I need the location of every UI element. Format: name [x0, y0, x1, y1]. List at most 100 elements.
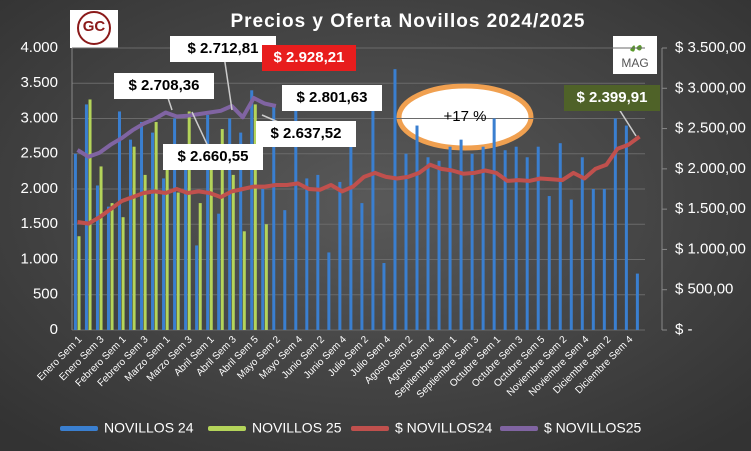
bar: [195, 245, 199, 330]
bar: [415, 125, 419, 330]
bar: [140, 122, 144, 331]
bar: [154, 122, 158, 331]
bar: [220, 129, 224, 330]
bar: [459, 139, 463, 330]
y-tick-label: 3.000: [20, 109, 58, 126]
bar: [514, 146, 518, 330]
bar: [228, 118, 232, 330]
bar: [360, 203, 364, 330]
bar: [198, 203, 202, 330]
y-tick-label: 2.500: [20, 145, 58, 162]
bar: [253, 104, 257, 331]
legend-swatch: [60, 426, 98, 431]
annotation-box: [170, 36, 276, 62]
y2-tick-label: $ 2.500,00: [675, 120, 746, 137]
bar: [272, 104, 276, 331]
callout-ellipse: [396, 83, 534, 151]
y-tick-label: 2.000: [20, 180, 58, 197]
bar: [426, 157, 430, 330]
bar: [382, 263, 386, 330]
chart-title: Precios y Oferta Novillos 2024/2025: [230, 11, 585, 32]
bar: [209, 153, 213, 330]
annotation-box: [262, 45, 356, 71]
legend-label: NOVILLOS 25: [252, 420, 342, 436]
bar: [404, 153, 408, 330]
line: [76, 96, 277, 159]
bar: [99, 166, 103, 330]
annotation: +17 %: [444, 108, 487, 125]
bar: [470, 153, 474, 330]
bar: [176, 192, 180, 330]
bar: [602, 189, 606, 330]
logo-box: [613, 36, 657, 74]
bar: [239, 132, 243, 330]
bar: [371, 90, 375, 330]
bar: [525, 157, 529, 330]
bar: [492, 118, 496, 330]
legend-swatch: [500, 426, 538, 431]
bar: [327, 252, 331, 330]
bar: [547, 196, 551, 330]
bar: [206, 114, 210, 330]
annotation: $ 2.928,21: [274, 49, 345, 66]
logo-ring: [77, 11, 111, 45]
bar: [106, 206, 110, 330]
y-tick-label: 1.000: [20, 250, 58, 267]
bar: [569, 199, 573, 330]
bar: [624, 125, 628, 330]
y2-tick-label: $ 2.000,00: [675, 160, 746, 177]
bar: [143, 174, 147, 330]
y-tick-label: 0: [50, 321, 58, 338]
bar: [448, 146, 452, 330]
bar: [95, 185, 99, 330]
bar: [437, 160, 441, 330]
annotation-box: [114, 73, 214, 99]
bar: [77, 236, 81, 330]
bar: [162, 178, 166, 330]
bar: [187, 111, 191, 330]
bar: [349, 129, 353, 330]
line: [77, 134, 641, 226]
bar: [173, 118, 177, 330]
bar: [316, 174, 320, 330]
legend-label: $ NOVILLOS24: [395, 420, 492, 436]
y2-tick-label: $ 500,00: [675, 281, 733, 298]
y-tick-label: 4.000: [20, 39, 58, 56]
bar: [305, 178, 309, 330]
y2-tick-label: $ 3.500,00: [675, 39, 746, 56]
bar: [283, 210, 287, 330]
bar: [261, 189, 265, 330]
annotation-box: [564, 85, 660, 111]
y-tick-label: 1.500: [20, 215, 58, 232]
bar: [117, 111, 121, 330]
bar: [503, 150, 507, 330]
y-tick-label: 3.500: [20, 74, 58, 91]
annotation-box: [282, 85, 382, 111]
bar: [151, 132, 155, 330]
bar: [294, 97, 298, 330]
bar: [88, 99, 92, 330]
annotation-box: [256, 121, 356, 147]
logo-text: GC: [83, 18, 106, 35]
annotation: $ 2.801,63: [297, 89, 368, 106]
bar: [217, 213, 221, 330]
logo-text: MAG: [621, 56, 648, 70]
logo-leaf: [630, 45, 642, 52]
annotation: $ 2.637,52: [271, 125, 342, 142]
annotation: $ 2.660,55: [178, 148, 249, 165]
bar: [264, 224, 268, 330]
bar: [338, 181, 342, 330]
bar: [536, 146, 540, 330]
bar: [165, 146, 169, 330]
bar: [481, 146, 485, 330]
bar: [132, 146, 136, 330]
bar: [250, 90, 254, 330]
legend-swatch: [351, 426, 389, 431]
legend-swatch: [208, 426, 246, 431]
bar: [231, 174, 235, 330]
legend-label: $ NOVILLOS25: [544, 420, 641, 436]
bar: [591, 189, 595, 330]
bar: [558, 143, 562, 330]
annotation: $ 2.708,36: [129, 77, 200, 94]
